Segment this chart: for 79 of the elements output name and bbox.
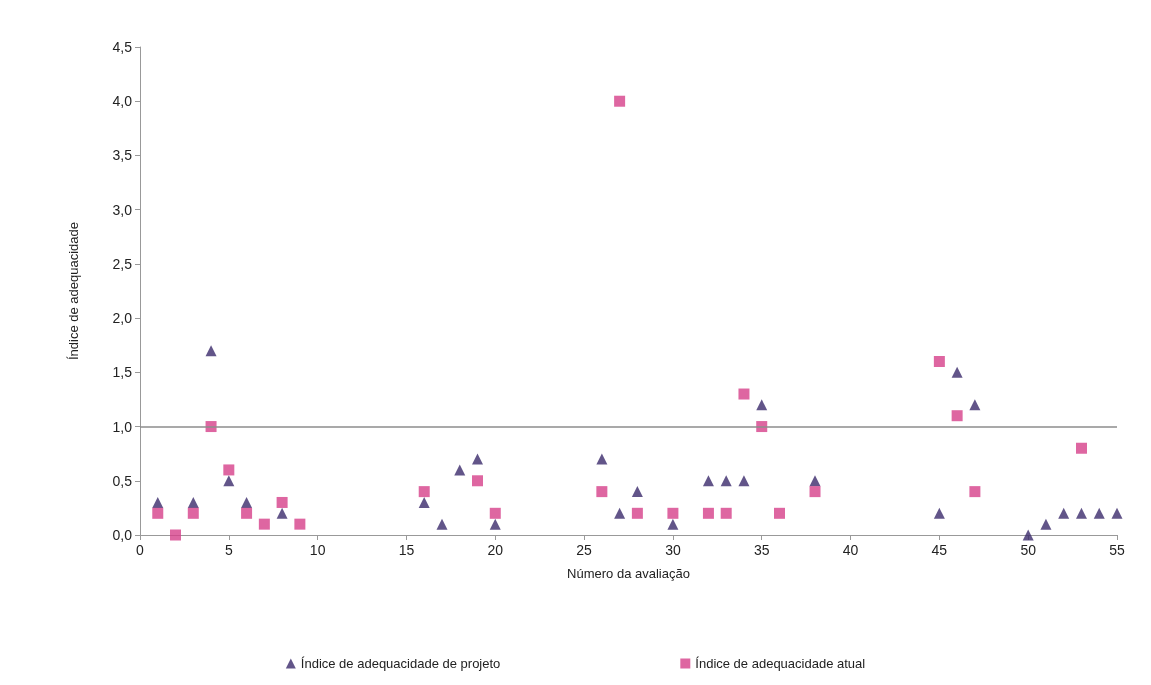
x-tick-label: 0	[136, 542, 145, 558]
point	[738, 388, 750, 400]
point	[596, 486, 608, 498]
point	[276, 507, 288, 519]
x-tick-label: 20	[487, 542, 504, 558]
y-tick-label: 1,0	[112, 418, 133, 435]
x-tick-label: 45	[931, 542, 948, 558]
x-tick-label: 35	[753, 542, 770, 558]
y-tick-label: 1,5	[112, 364, 133, 381]
point	[205, 345, 217, 357]
point	[489, 518, 501, 530]
point	[702, 507, 714, 519]
point	[258, 518, 270, 530]
point	[454, 464, 466, 476]
point	[152, 507, 164, 519]
point	[596, 453, 608, 465]
point	[951, 366, 963, 378]
x-axis-title: Número da avaliação	[567, 566, 690, 581]
point	[294, 518, 306, 530]
point	[1111, 507, 1123, 519]
x-tick-label: 5	[224, 542, 233, 558]
y-tick-label: 0,0	[112, 527, 133, 543]
point	[223, 464, 235, 476]
legend-label: Índice de adequacidade atual	[695, 656, 866, 671]
point	[933, 507, 945, 519]
point	[1040, 518, 1052, 530]
point	[276, 496, 288, 508]
y-axis-title: Índice de adequacidade	[66, 221, 81, 361]
point	[756, 399, 768, 411]
point	[170, 529, 182, 541]
y-tick-label: 3,5	[112, 147, 133, 164]
point	[1093, 507, 1105, 519]
point	[969, 399, 981, 411]
point	[187, 507, 199, 519]
point	[969, 486, 981, 498]
x-tick-label: 40	[842, 542, 859, 558]
y-tick-label: 3,0	[112, 201, 133, 218]
point	[809, 475, 821, 487]
point	[631, 507, 643, 519]
point	[720, 507, 732, 519]
x-tick-label: 30	[665, 542, 681, 558]
point	[667, 507, 679, 519]
y-tick-label: 4,5	[112, 39, 133, 55]
point	[631, 486, 643, 498]
point	[951, 410, 963, 422]
y-tick-label: 2,5	[112, 255, 133, 272]
x-tick-label: 10	[309, 542, 326, 558]
y-tick-label: 2,0	[112, 310, 133, 327]
point	[773, 507, 785, 519]
point	[472, 475, 484, 487]
point	[152, 496, 164, 508]
point	[809, 486, 821, 498]
point	[614, 507, 626, 519]
point	[223, 475, 235, 487]
point	[1022, 529, 1034, 541]
x-tick-label: 25	[576, 542, 593, 558]
point	[472, 453, 484, 465]
point	[667, 518, 679, 530]
point	[1075, 507, 1087, 519]
point	[418, 496, 430, 508]
point	[1058, 507, 1070, 519]
point	[933, 355, 945, 367]
point	[436, 518, 448, 530]
point	[702, 475, 714, 487]
point	[720, 475, 732, 487]
point	[614, 95, 626, 107]
point	[738, 475, 750, 487]
point	[241, 507, 253, 519]
x-tick-label: 50	[1020, 542, 1037, 558]
x-tick-label: 55	[1109, 542, 1125, 558]
legend-label: Índice de adequacidade de projeto	[300, 656, 501, 671]
point	[418, 486, 430, 498]
y-tick-label: 4,0	[112, 93, 133, 110]
x-tick-label: 15	[398, 542, 415, 558]
point	[187, 496, 199, 508]
point	[489, 507, 501, 519]
point	[241, 496, 253, 508]
point	[1075, 442, 1087, 454]
y-tick-label: 0,5	[112, 472, 133, 489]
